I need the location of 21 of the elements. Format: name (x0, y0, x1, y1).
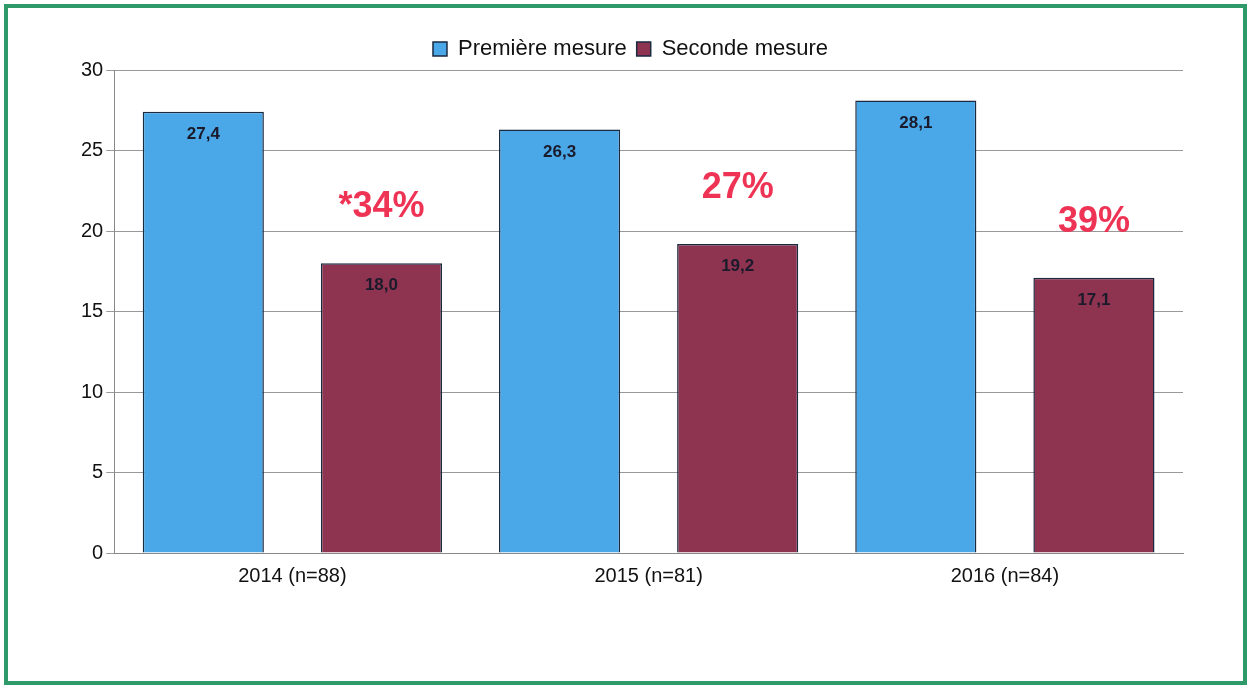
data-label: 18,0 (364, 275, 398, 295)
y-tick-label: 0 (92, 540, 104, 563)
x-tick-label: 2014 (n=88) (238, 563, 347, 586)
x-tick-label: 2015 (n=81) (594, 563, 703, 586)
y-tick-label: 25 (81, 138, 104, 161)
data-label: 28,1 (899, 112, 933, 132)
data-label: 27,4 (186, 124, 221, 144)
y-tick-label: 20 (81, 218, 104, 241)
annotation: 39% (1057, 198, 1130, 240)
annotation: *34% (338, 184, 425, 226)
data-label: 26,3 (543, 141, 577, 161)
y-tick-label: 15 (81, 299, 104, 322)
legend-label: Première mesure (457, 35, 627, 61)
x-tick-label: 2016 (n=84) (950, 563, 1060, 586)
y-tick-label: 30 (81, 57, 104, 80)
data-label: 19,2 (721, 256, 755, 276)
legend-label: Seconde mesure (661, 35, 829, 61)
y-tick-label: 5 (92, 460, 104, 483)
annotation: 27% (701, 164, 774, 206)
y-tick-label: 10 (81, 379, 104, 402)
data-label: 17,1 (1077, 289, 1111, 309)
